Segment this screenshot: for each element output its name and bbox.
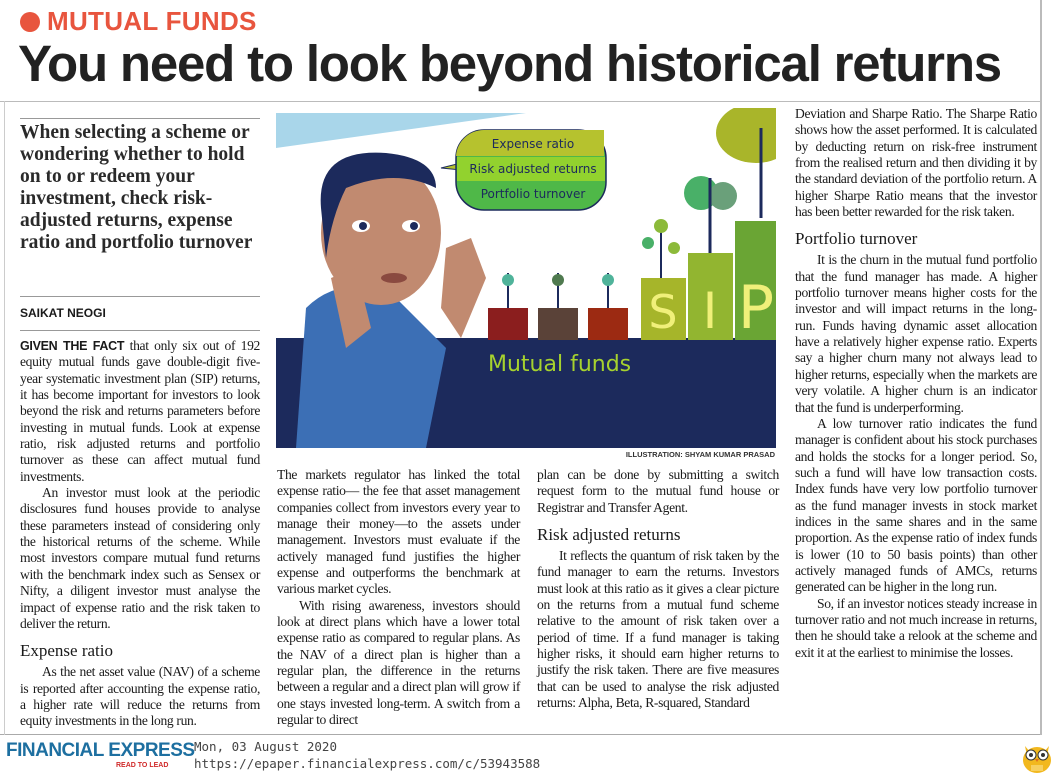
bullet-dot-icon [20,11,40,32]
publication-tagline: READ TO LEAD [116,762,169,769]
subhead-risk-adjusted-returns: Risk adjusted returns [537,525,681,545]
paragraph: A low turnover ratio indicates the fund … [795,415,1037,595]
paragraph: The markets regulator has linked the tot… [277,467,520,597]
illustration-credit: ILLUSTRATION: SHYAM KUMAR PRASAD [625,450,775,459]
paragraph: It is the churn in the mutual fund portf… [795,252,1037,415]
paragraph: With rising awareness, investors should … [277,597,520,728]
sky-shape [276,113,526,148]
publication-logo: FINANCIAL EXPRESS [6,740,195,761]
paragraph: plan can be done by submitting a switch … [537,467,779,515]
paragraph: GIVEN THE FACT that only six out of 192 … [20,338,260,485]
frame-rule-right [1040,0,1042,735]
frame-rule-top [0,101,1040,102]
column-2: The markets regulator has linked the tot… [277,467,520,729]
kicker-label: MUTUAL FUNDS [47,6,257,36]
section-kicker: MUTUAL FUNDS [20,6,257,37]
column-4: Deviation and Sharpe Ratio. The Sharpe R… [795,106,1037,661]
lead-in: GIVEN THE FACT [20,339,125,353]
paragraph: An investor must look at the periodic di… [20,485,260,631]
source-url[interactable]: https://epaper.financialexpress.com/c/53… [194,756,541,771]
frame-rule-left [4,101,5,735]
column-3: plan can be done by submitting a switch … [537,467,779,711]
bubble-item-risk-adjusted-returns: Risk adjusted returns [469,162,596,176]
illustration-label: Mutual funds [488,352,631,377]
owl-icon[interactable] [1020,738,1054,774]
man-figure [296,152,486,448]
speech-bubble: Expense ratio Risk adjusted returns Port… [440,129,607,211]
bubble-item-expense-ratio: Expense ratio [492,137,574,151]
paragraph-text: that only six out of 192 equity mutual f… [20,338,260,484]
sip-letter-s: S [648,285,677,339]
illustration: S I P Expense ratio [276,103,796,448]
paragraph: As the net asset value (NAV) of a scheme… [20,664,260,729]
bubble-item-portfolio-turnover: Portfolio turnover [481,187,586,201]
paragraph: So, if an investor notices steady increa… [795,595,1037,660]
subhead-expense-ratio: Expense ratio [20,641,113,661]
deck-summary: When selecting a scheme or wondering whe… [20,118,260,254]
sip-bars: S I P [641,103,796,343]
headline: You need to look beyond historical retur… [18,35,1002,92]
publication-date: Mon, 03 August 2020 [194,739,337,754]
byline-rule [20,330,260,331]
sip-letter-p: P [738,273,774,343]
paragraph: Deviation and Sharpe Ratio. The Sharpe R… [795,106,1037,220]
byline: SAIKAT NEOGI [20,296,260,320]
sip-letter-i: I [703,282,718,340]
subhead-portfolio-turnover: Portfolio turnover [795,229,918,249]
frame-rule-bottom [0,734,1040,735]
plant-pots [488,273,628,340]
footer-meta: Mon, 03 August 2020 https://epaper.finan… [194,738,540,772]
column-1: GIVEN THE FACT that only six out of 192 … [20,338,260,730]
paragraph: It reflects the quantum of risk taken by… [537,548,779,711]
